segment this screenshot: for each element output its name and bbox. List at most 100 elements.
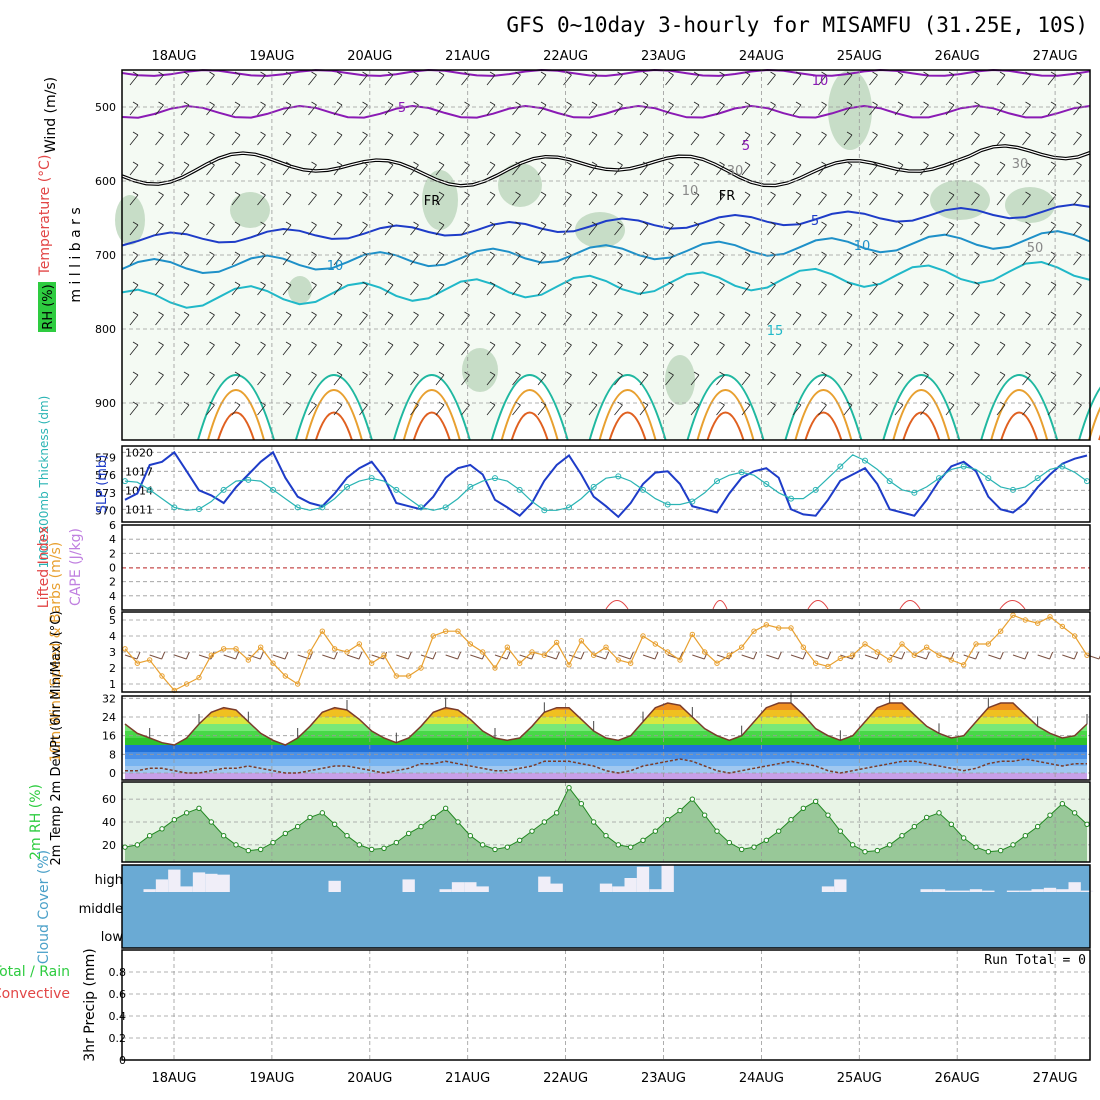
wind-barb <box>818 371 827 386</box>
cape-bump <box>899 600 921 610</box>
wind-barb <box>1073 401 1082 416</box>
temperature-contour <box>294 374 373 441</box>
wind-barb-10m <box>248 651 264 660</box>
wind-barb <box>486 251 496 266</box>
wind-barb <box>257 311 266 326</box>
temp-ytick-label: 0 <box>109 767 116 780</box>
wind-barb <box>410 311 419 326</box>
wind-speed-point <box>1059 623 1066 630</box>
temperature-contour <box>696 389 755 441</box>
wind-barb <box>308 251 317 266</box>
wind-barb-10m <box>618 651 634 660</box>
wind-speed-point <box>159 673 165 679</box>
wind-speed-point <box>714 660 720 666</box>
thickness-point <box>541 507 548 514</box>
rh-point <box>960 835 967 841</box>
contour-label: 5 <box>398 101 406 116</box>
wind-barb <box>690 281 700 296</box>
cloud-ytick-label: high <box>95 873 123 888</box>
wind-barb <box>384 311 394 326</box>
thickness-point <box>492 475 498 482</box>
cape-ytick-label: 6 <box>109 604 116 617</box>
wind-speed-point <box>504 644 511 650</box>
rh-area <box>125 787 1087 862</box>
chart-title: GFS 0~10day 3-hourly for MISAMFU (31.25E… <box>506 13 1088 37</box>
thickness-point <box>911 489 918 496</box>
wind-barb <box>665 401 674 416</box>
wind-barb <box>410 191 419 206</box>
temp2m-panel: 0 8 16 24 32 <box>102 692 1091 781</box>
wind-speed-point <box>899 641 905 647</box>
wind-barb <box>333 401 343 416</box>
precip-ytick-label: 0.6 <box>109 988 127 1001</box>
rh-point <box>319 810 326 816</box>
wind-barb <box>614 311 623 326</box>
temperature-contour <box>902 411 941 441</box>
wind-barb <box>129 341 139 356</box>
wind-barb <box>257 191 266 206</box>
wind-barb <box>741 71 751 86</box>
wind-barb <box>639 281 649 296</box>
wind-barb <box>537 131 547 146</box>
rh-point <box>1071 810 1078 816</box>
wind-barb <box>384 161 394 176</box>
thickness-point <box>738 469 745 476</box>
rh-point <box>455 819 461 825</box>
wind-barb <box>155 221 164 236</box>
rh-point <box>1022 833 1029 839</box>
humidity-contour <box>498 163 542 207</box>
wind-speed-point <box>122 646 128 652</box>
humidity-contour <box>1005 187 1055 223</box>
wind-barb <box>767 191 776 206</box>
wind-barb-10m <box>297 651 314 660</box>
wind-barb <box>563 221 572 236</box>
wind-barb <box>869 161 878 176</box>
wind-speed-point <box>812 660 819 666</box>
thickness-point <box>418 504 424 511</box>
wind-barb <box>920 251 929 266</box>
freezing-level-line <box>121 145 1091 187</box>
rh-point <box>344 833 350 839</box>
wind-barb <box>257 281 266 296</box>
wind-speed-point <box>973 641 979 647</box>
wind-barb <box>333 371 343 386</box>
high-cloud-bar <box>205 873 218 892</box>
wind-barb <box>231 101 241 116</box>
rh-point <box>862 849 868 855</box>
precip-convective-label: Convective <box>0 986 70 1002</box>
wind-speed-point <box>590 652 597 658</box>
thickness-point <box>640 486 646 493</box>
wind-barb <box>665 71 674 86</box>
wind-barb <box>206 341 215 356</box>
rh-point <box>664 817 671 823</box>
wind-barb <box>690 191 700 206</box>
wind-barb <box>588 251 598 266</box>
high-cloud-bar <box>143 889 156 892</box>
rh2m-side-label: 2m RH (%) <box>28 784 44 860</box>
bottom-date-label: 25AUG <box>837 1071 882 1086</box>
wind-barb <box>512 161 521 176</box>
upper-air-panel: 10 5 5 5 10 10 15 FR FR 30 30 50 10 500 600 700 800 900 m … <box>68 68 1100 441</box>
high-cloud-bar <box>612 886 625 892</box>
wind-barb <box>639 101 649 116</box>
humidity-contour <box>288 276 312 304</box>
precip-frame <box>121 949 1091 1061</box>
wind-barb-10m <box>1062 651 1078 660</box>
wind-barb <box>129 221 139 236</box>
wind-speed-point <box>233 646 239 652</box>
upper-ytick-label: 800 <box>95 323 116 336</box>
wind-barb <box>971 161 980 176</box>
wind-barb-10m <box>889 651 906 660</box>
wind-barb <box>155 131 164 146</box>
wind-barb <box>690 341 700 356</box>
wind-barb <box>971 71 980 86</box>
temp-ytick-label: 16 <box>102 730 116 743</box>
wind-barb <box>639 161 649 176</box>
temperature-contour <box>882 374 961 441</box>
wind-barb <box>359 281 368 296</box>
wind-barb <box>792 251 802 266</box>
wind-speed-point <box>862 641 868 647</box>
rh-point <box>196 805 202 811</box>
